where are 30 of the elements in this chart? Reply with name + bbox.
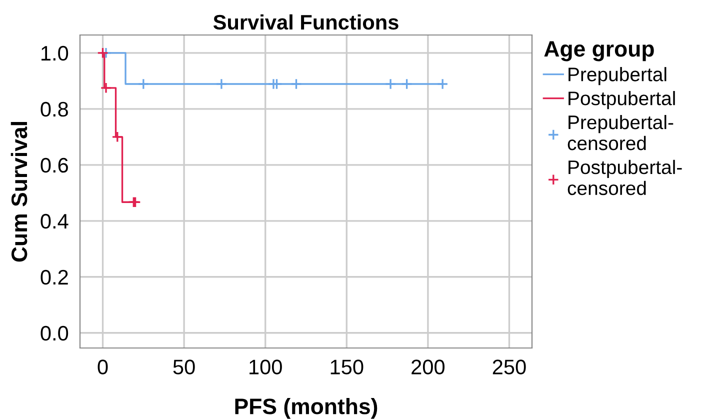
point: [290, 78, 302, 90]
y-axis-title: Cum Survival: [10, 122, 28, 262]
legend-label: Prepubertal: [568, 67, 666, 86]
x-tick-label: 100: [250, 360, 282, 374]
point: [97, 47, 108, 59]
point: [436, 78, 448, 90]
point: [271, 78, 282, 90]
chart-title: Survival Functions: [213, 14, 398, 30]
x-tick-label: 150: [330, 360, 364, 374]
y-tick-label: 0.8: [40, 102, 68, 117]
y-tick-label: 0.6: [40, 158, 68, 173]
point: [401, 78, 412, 90]
legend-title: Age group: [544, 41, 654, 62]
x-tick-label: 50: [173, 360, 195, 374]
y-tick-label: 0.0: [40, 326, 68, 341]
y-tick-label: 1.0: [42, 46, 68, 61]
y-tick-label: 0.4: [40, 214, 68, 229]
point: [112, 131, 124, 143]
legend-label: Prepubertal- censored: [568, 114, 674, 150]
y-tick-label: 0.2: [40, 270, 68, 285]
legend-label: Postpubertal- censored: [568, 160, 682, 196]
x-axis-title: PFS (months): [235, 398, 378, 419]
point: [384, 78, 396, 90]
x-tick-label: 0: [98, 360, 108, 374]
point: [216, 78, 228, 90]
x-tick-label: 250: [492, 360, 526, 374]
point: [138, 78, 150, 90]
legend-label: Postpubertal: [568, 91, 675, 110]
x-tick-label: 200: [412, 360, 445, 374]
point: [100, 82, 112, 94]
